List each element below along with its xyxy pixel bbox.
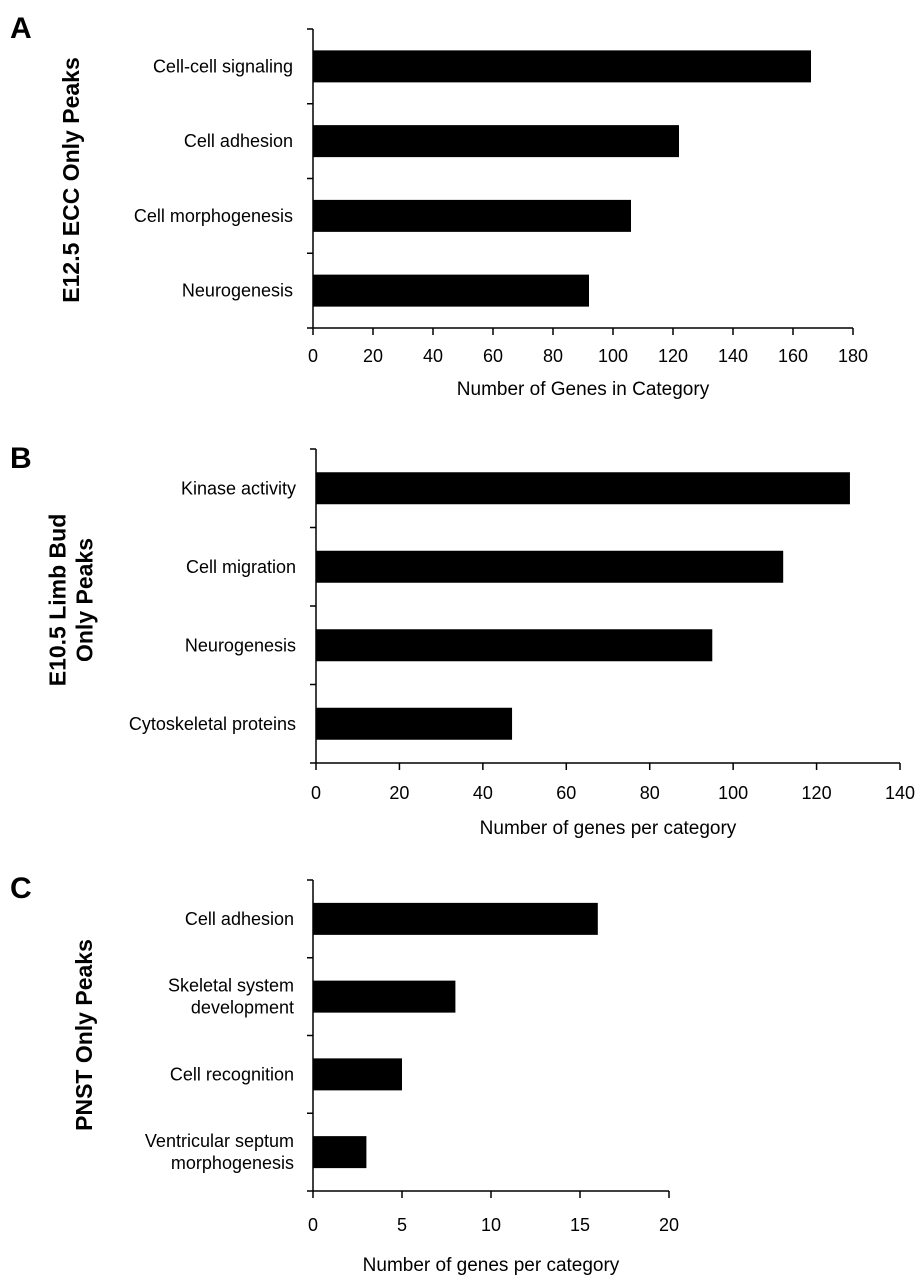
x-tick-label: 80 bbox=[543, 346, 563, 366]
bar-3 bbox=[316, 629, 713, 662]
bar-2 bbox=[316, 550, 784, 583]
panel-a: A Cell-cell signaling Cell adhesion Cell mo… bbox=[10, 12, 868, 400]
x-axis-label: Number of Genes in Category bbox=[457, 379, 710, 400]
bar-3 bbox=[313, 199, 631, 232]
x-axis-label: Number of genes per category bbox=[363, 1255, 620, 1276]
x-axis-label: Number of genes per category bbox=[480, 818, 737, 839]
x-tick-label: 15 bbox=[570, 1215, 590, 1235]
x-tick-label: 0 bbox=[311, 783, 321, 803]
x-tick-label: 120 bbox=[658, 346, 688, 366]
x-tick-label: 80 bbox=[640, 783, 660, 803]
category-label: Skeletal system bbox=[168, 976, 294, 996]
x-tick-label: 10 bbox=[481, 1215, 501, 1235]
panel-letter: B bbox=[10, 442, 32, 475]
x-tick-label: 40 bbox=[423, 346, 443, 366]
category-label: Cell recognition bbox=[170, 1064, 294, 1084]
x-tick-label: 160 bbox=[778, 346, 808, 366]
x-tick-label: 0 bbox=[308, 1215, 318, 1235]
x-tick-label: 100 bbox=[598, 346, 628, 366]
category-label: Neurogenesis bbox=[182, 281, 293, 301]
category-label: Cell adhesion bbox=[185, 909, 294, 929]
category-label: Cell adhesion bbox=[184, 131, 293, 151]
category-label: Cell migration bbox=[186, 557, 296, 577]
y-axis-label: Only Peaks bbox=[72, 538, 98, 662]
category-label: development bbox=[191, 998, 294, 1018]
bar-4 bbox=[316, 707, 513, 740]
x-tick-label: 20 bbox=[659, 1215, 679, 1235]
x-tick-label: 100 bbox=[718, 783, 748, 803]
x-tick-label: 180 bbox=[838, 346, 868, 366]
bar-4 bbox=[313, 1136, 367, 1169]
x-tick-label: 5 bbox=[397, 1215, 407, 1235]
category-label: Cytoskeletal proteins bbox=[129, 714, 296, 734]
category-label: Neurogenesis bbox=[185, 635, 296, 655]
category-label: Cell-cell signaling bbox=[153, 56, 293, 76]
x-tick-label: 140 bbox=[885, 783, 915, 803]
x-tick-label: 140 bbox=[718, 346, 748, 366]
bar-3 bbox=[313, 1058, 402, 1091]
x-tick-label: 20 bbox=[363, 346, 383, 366]
x-tick-label: 60 bbox=[483, 346, 503, 366]
bar-1 bbox=[313, 902, 598, 935]
category-label: Cell morphogenesis bbox=[134, 206, 293, 226]
category-label: Kinase activity bbox=[181, 478, 296, 498]
x-tick-label: 120 bbox=[802, 783, 832, 803]
category-label: morphogenesis bbox=[171, 1153, 294, 1173]
panel-letter: A bbox=[10, 12, 32, 45]
category-label: Ventricular septum bbox=[145, 1131, 294, 1151]
panel-letter: C bbox=[10, 872, 32, 905]
bar-1 bbox=[313, 50, 811, 83]
y-axis-label: E10.5 Limb Bud bbox=[45, 514, 71, 687]
x-tick-label: 20 bbox=[389, 783, 409, 803]
y-axis-label: E12.5 ECC Only Peaks bbox=[58, 57, 84, 302]
x-tick-label: 60 bbox=[556, 783, 576, 803]
panel-c: C Cell adhesion Skeletal systemdevelopment… bbox=[10, 872, 679, 1276]
bar-1 bbox=[316, 472, 850, 505]
y-axis-label: PNST Only Peaks bbox=[71, 939, 97, 1131]
bar-4 bbox=[313, 274, 589, 307]
x-tick-label: 40 bbox=[473, 783, 493, 803]
bar-2 bbox=[313, 125, 679, 158]
bar-2 bbox=[313, 980, 456, 1013]
x-tick-label: 0 bbox=[308, 346, 318, 366]
panel-b: B Kinase activity Cell migration Neurogenes… bbox=[10, 442, 915, 839]
